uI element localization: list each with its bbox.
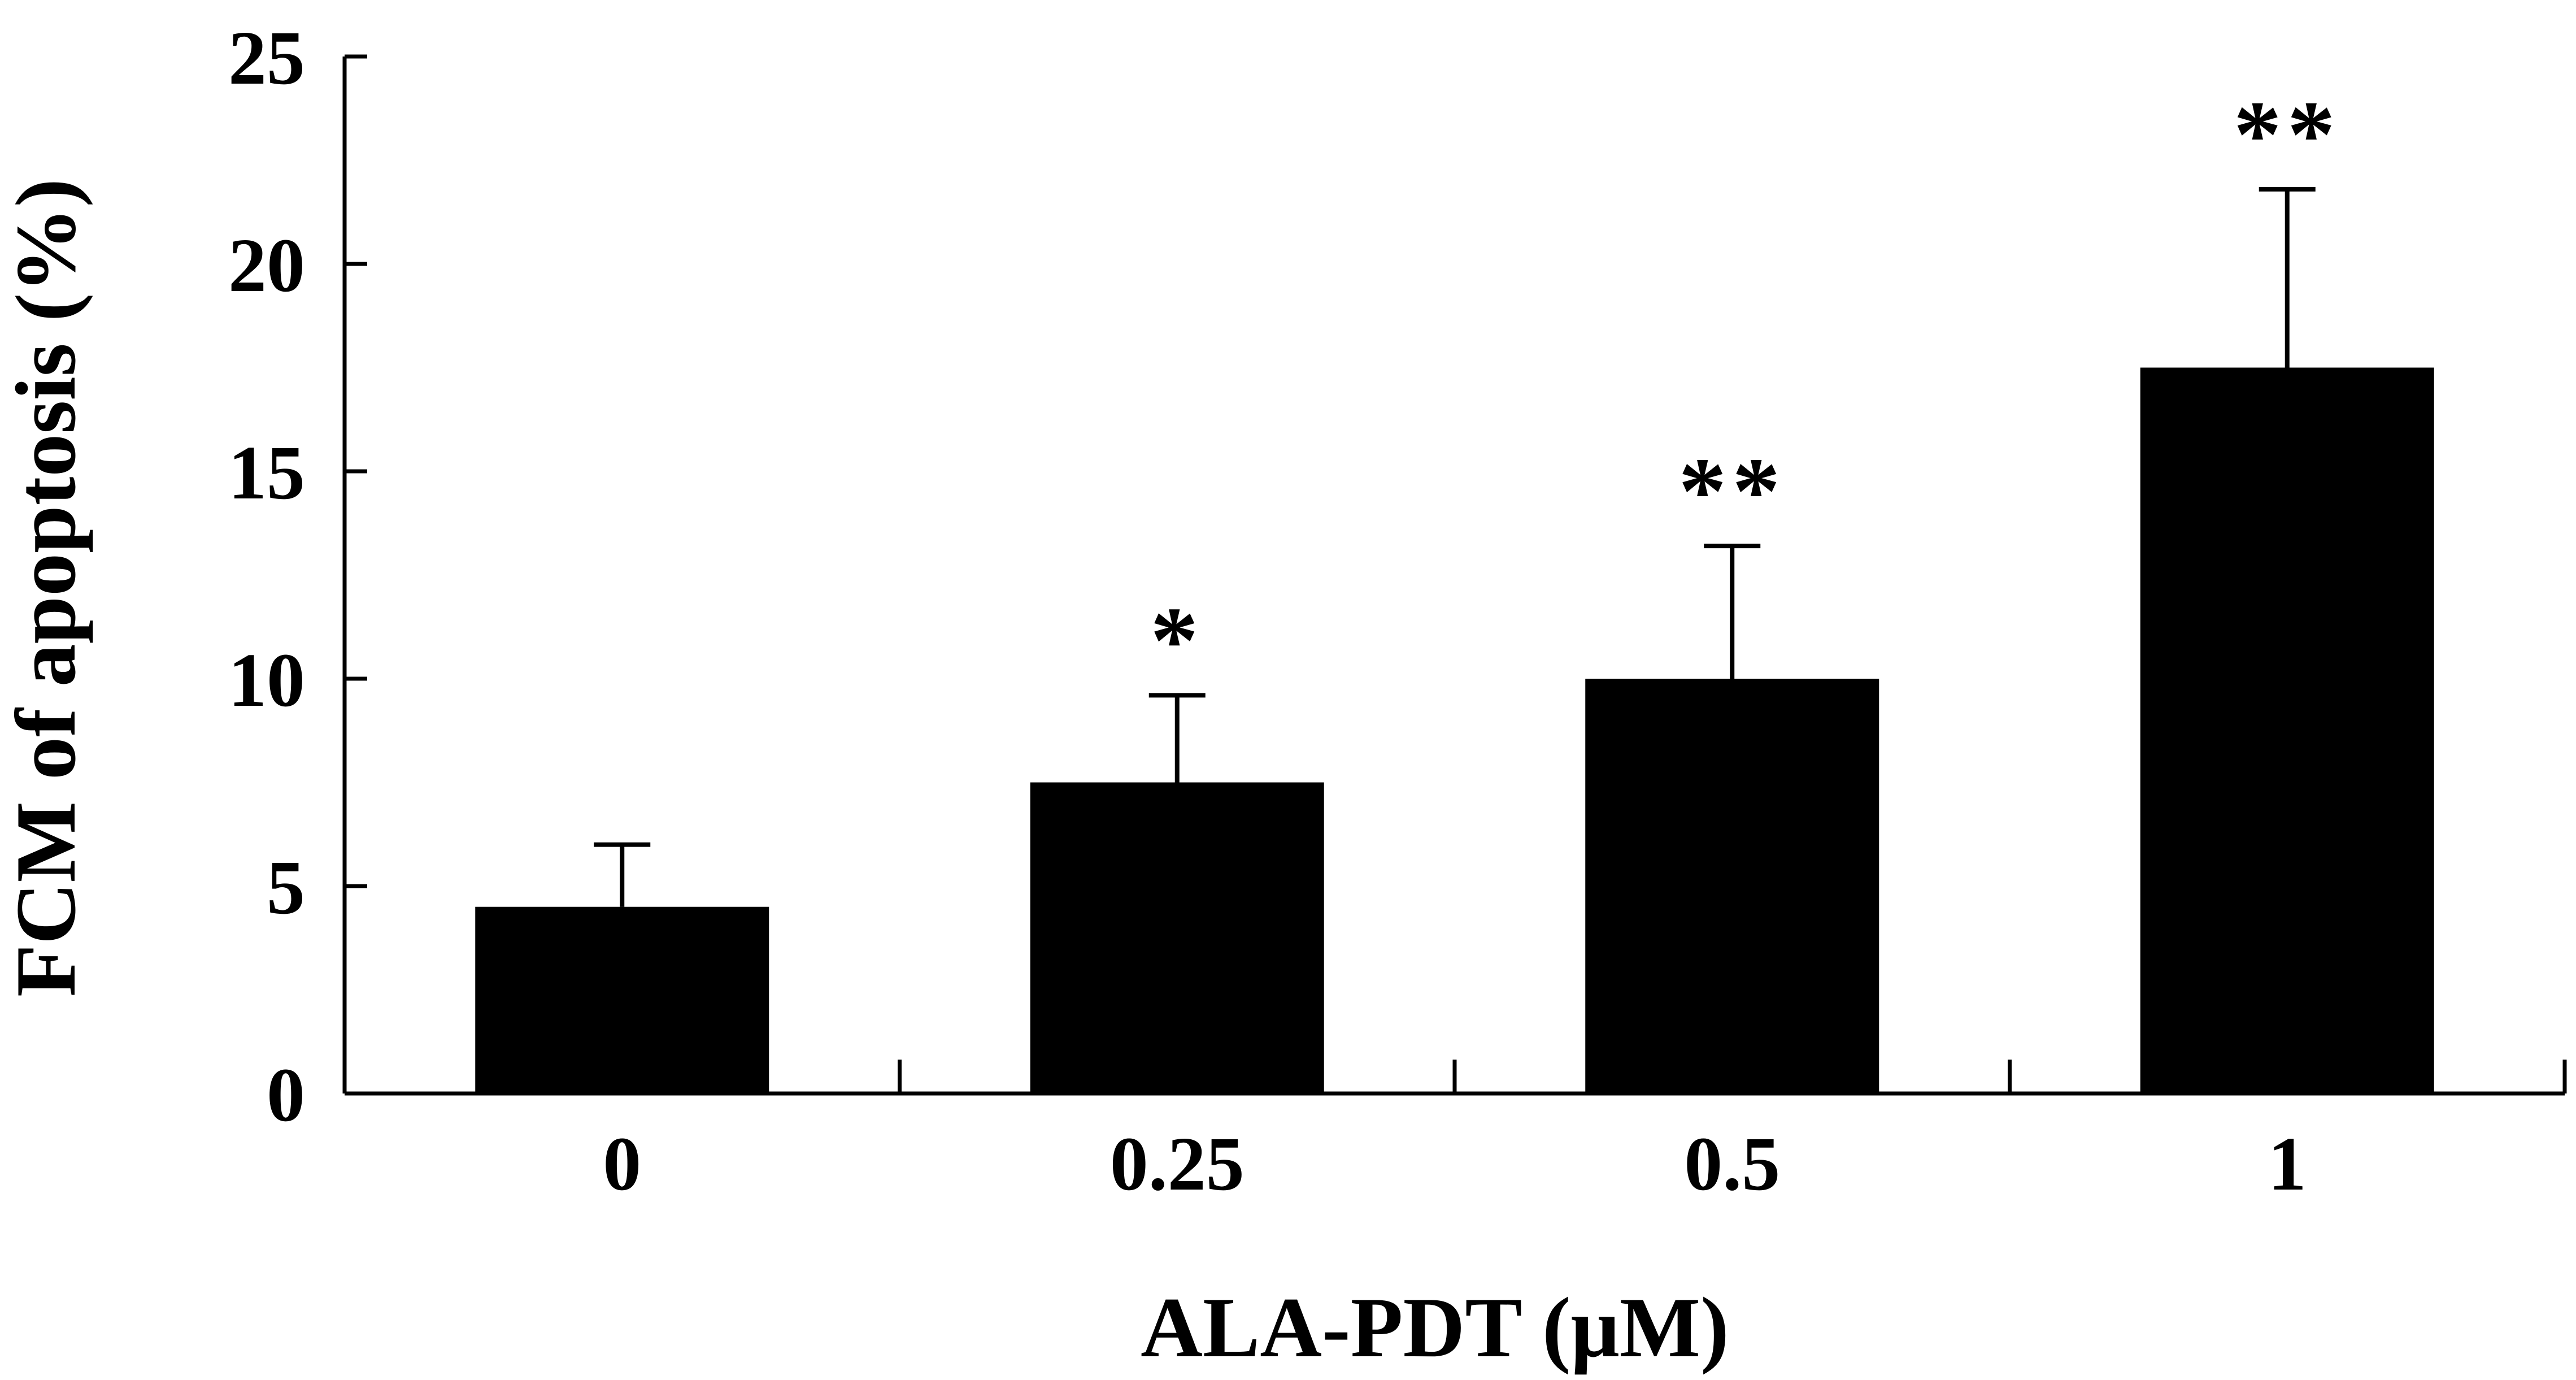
x-axis-title: ALA-PDT (μM) [1141,1280,1729,1375]
significance-marker-1: * [1150,587,1204,693]
y-tick-label-3: 15 [228,431,305,515]
bars-group: ***** [475,81,2434,1093]
x-tick-label-3: 1 [2268,1122,2307,1207]
bar-2 [1585,679,1879,1093]
x-tick-label-1: 0.25 [1110,1122,1245,1207]
significance-marker-2: ** [1678,438,1786,544]
y-tick-label-1: 5 [267,845,305,930]
x-tick-label-2: 0.5 [1684,1122,1780,1207]
x-tick-label-0: 0 [603,1122,641,1207]
y-tick-label-0: 0 [267,1053,305,1138]
bar-1 [1030,782,1324,1093]
y-tick-label-2: 10 [228,638,305,723]
significance-marker-3: ** [2234,81,2341,188]
y-ticks-group: 0 5 10 15 20 25 [228,16,367,1138]
bar-0 [475,906,769,1093]
x-ticks-group: 0 0.25 0.5 1 [603,1122,2307,1207]
y-axis-title: FCM of apoptosis (%) [0,179,93,997]
y-tick-label-5: 25 [228,16,305,101]
y-tick-label-4: 20 [228,223,305,308]
bar-3 [2140,367,2434,1093]
